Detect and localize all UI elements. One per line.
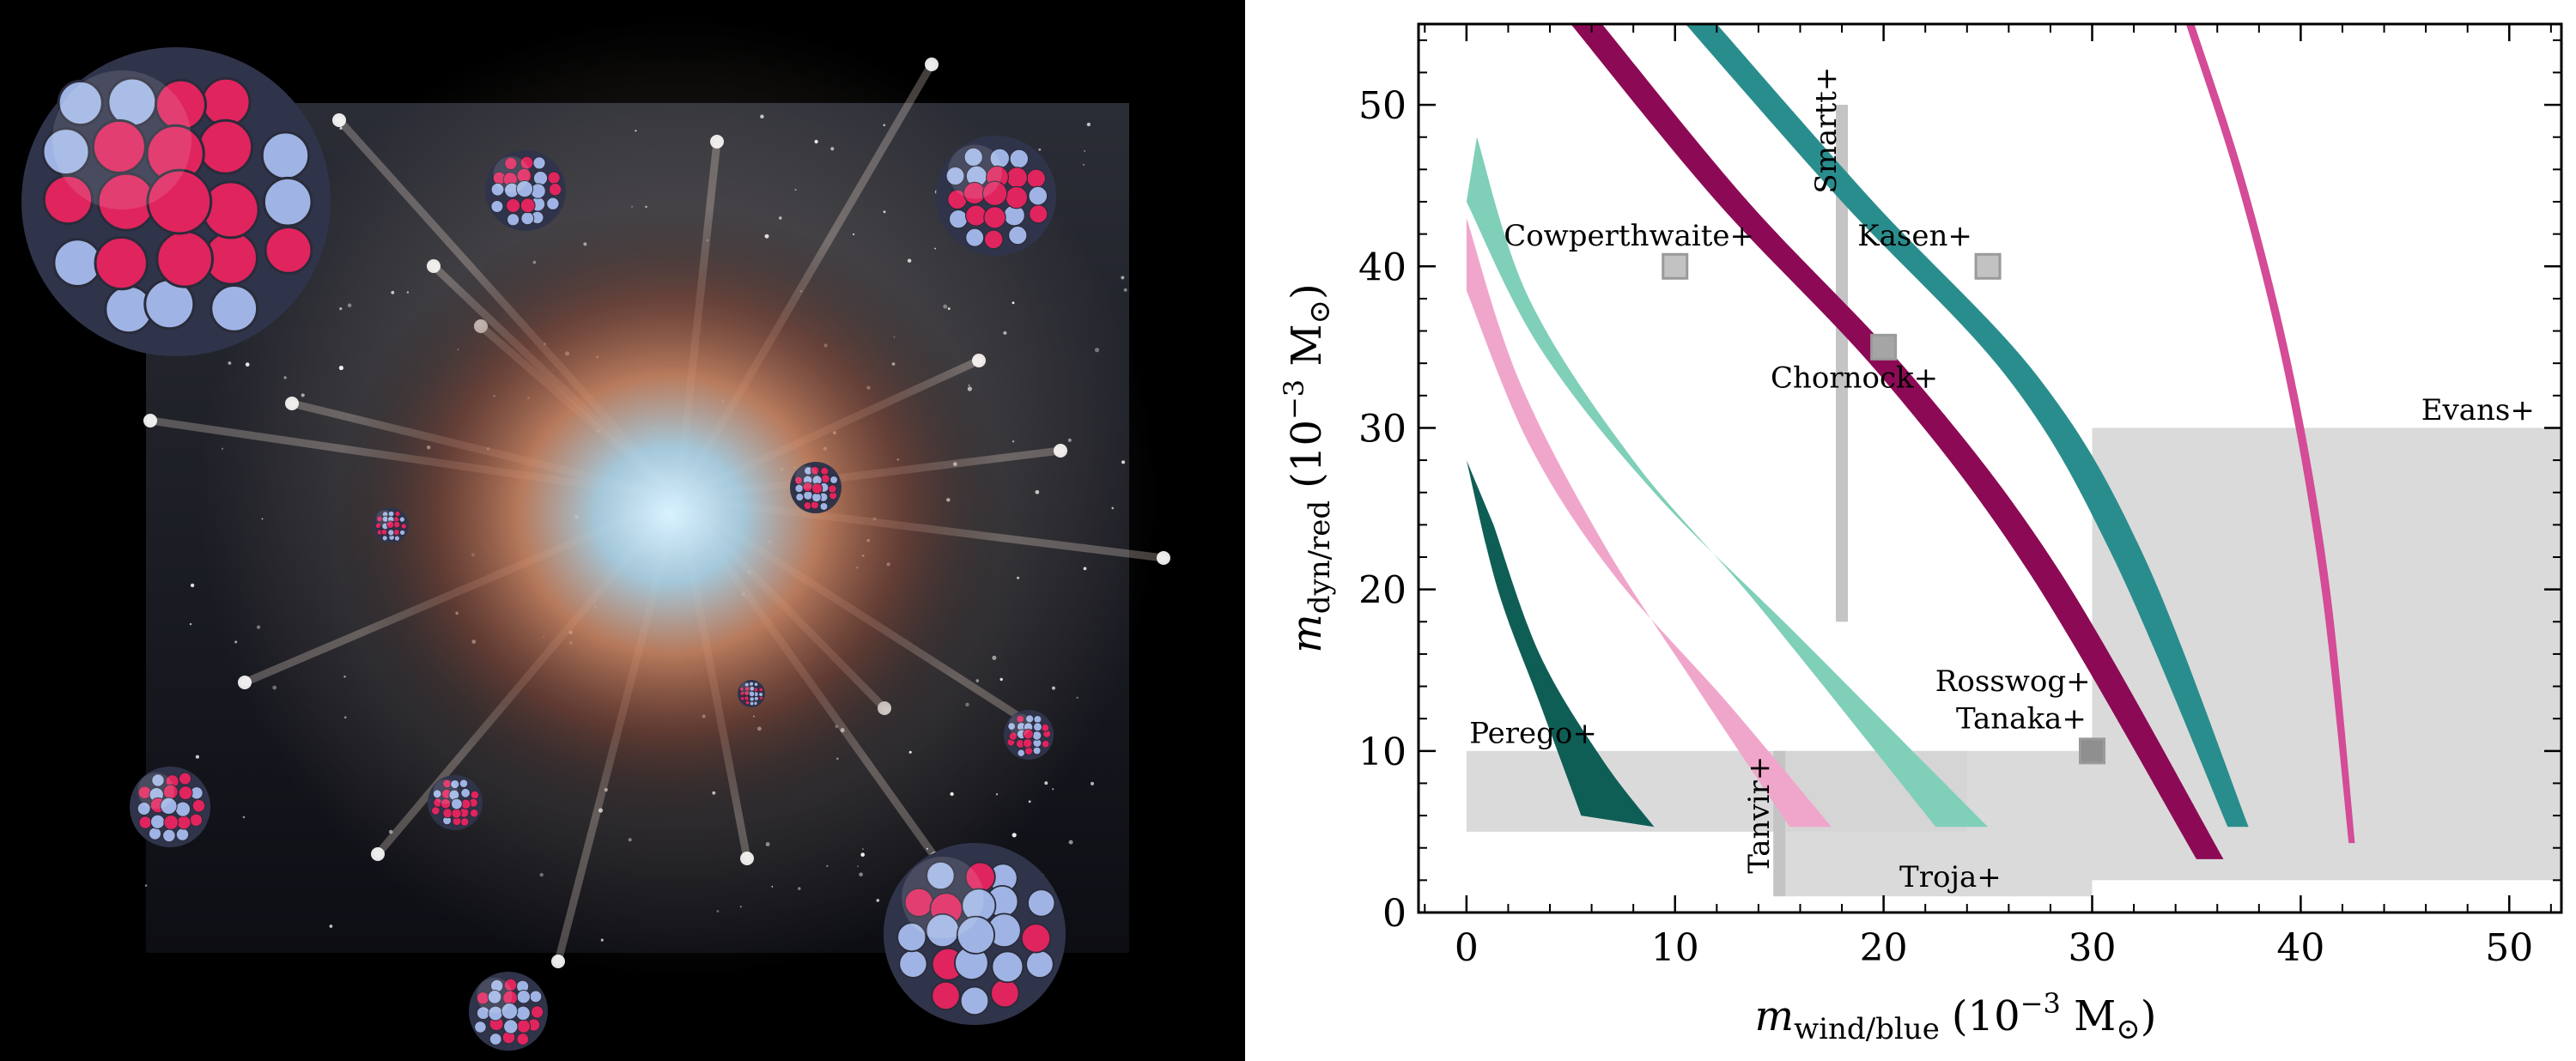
- constraint-markers: [1662, 252, 2106, 765]
- axis-ticks: [1419, 24, 2561, 914]
- nucleus: [373, 507, 409, 543]
- tick-labels: 0 10 20 30 40 50 0 10 20 30 40 50: [1358, 84, 2533, 970]
- y-axis-label: mdyn/red(10−3 M⊙): [1278, 283, 1337, 653]
- plot-frame: [1417, 22, 2563, 914]
- ejecta-particle: [143, 414, 157, 427]
- chart-canvas: Cowperthwaite+ Kasen+ Smartt+ Chornock+ Evan…: [1278, 22, 2563, 1046]
- annotation-label: Tanaka+: [1956, 702, 2087, 737]
- star: [242, 815, 246, 819]
- y-tick-label: 20: [1358, 569, 1406, 613]
- star: [1084, 149, 1086, 152]
- kilonova-illustration: [0, 0, 1245, 1061]
- annotations: Cowperthwaite+ Kasen+ Smartt+ Chornock+ Evan…: [1469, 67, 2535, 894]
- x-tick-label: 30: [2069, 926, 2117, 970]
- model-bands: [1466, 24, 2355, 859]
- star: [144, 884, 148, 887]
- atomic-nuclei: [21, 47, 1066, 1051]
- nucleus: [1004, 710, 1054, 760]
- star: [1091, 781, 1094, 785]
- annotation-label: Cowperthwaite+: [1504, 219, 1754, 253]
- nucleus: [21, 47, 331, 356]
- star: [329, 925, 333, 928]
- model-band: [1571, 24, 2224, 859]
- annotation-label: Troja+: [1899, 860, 2002, 894]
- constraint-marker: [2079, 737, 2106, 765]
- nucleus: [130, 767, 210, 847]
- y-tick-label: 50: [1358, 84, 1406, 128]
- nucleus: [936, 136, 1056, 256]
- nucleus: [790, 462, 841, 513]
- annotation-label: Smartt+: [1809, 67, 1844, 194]
- star: [195, 755, 199, 759]
- model-band: [1466, 460, 1655, 828]
- x-tick-label: 0: [1455, 926, 1479, 970]
- y-tick-label: 10: [1358, 731, 1406, 774]
- x-tick-label: 20: [1860, 926, 1908, 970]
- constraint-marker: [1974, 252, 2002, 280]
- ejecta-particle: [925, 58, 939, 71]
- mass-plane-chart: Cowperthwaite+ Kasen+ Smartt+ Chornock+ Evan…: [1245, 0, 2576, 1061]
- star: [1121, 276, 1125, 280]
- y-tick-label: 0: [1382, 892, 1406, 936]
- annotation-label: Tanvir+: [1742, 756, 1777, 874]
- ejecta-particle: [1157, 551, 1170, 565]
- constraint-marker: [1870, 333, 1898, 361]
- nucleus: [884, 843, 1066, 1025]
- annotation-label: Perego+: [1469, 716, 1597, 750]
- nucleus: [485, 150, 566, 231]
- explosion-glow: [335, 206, 1005, 824]
- constraint-bar: [1836, 427, 1849, 622]
- ejecta-particle: [332, 113, 346, 127]
- star: [1038, 148, 1042, 151]
- constraint-regions: [1466, 427, 2561, 897]
- star: [190, 583, 195, 588]
- nucleus: [469, 972, 548, 1051]
- annotation-label: Chornock+: [1771, 361, 1938, 395]
- annotation-label: Rosswog+: [1935, 664, 2091, 699]
- nucleus: [738, 680, 765, 707]
- star: [1082, 163, 1085, 167]
- star: [339, 126, 343, 130]
- y-tick-label: 30: [1358, 407, 1406, 451]
- star: [1068, 840, 1073, 845]
- x-tick-label: 40: [2276, 926, 2324, 970]
- constraint-marker: [1662, 252, 1689, 280]
- x-tick-label: 50: [2485, 926, 2533, 970]
- x-tick-label: 10: [1651, 926, 1699, 970]
- nucleus: [428, 775, 483, 830]
- annotation-label: Evans+: [2421, 393, 2535, 427]
- star: [1086, 122, 1091, 127]
- star: [1123, 288, 1127, 292]
- annotation-label: Kasen+: [1857, 219, 1972, 253]
- x-axis-label: mwind/blue (10−3 M⊙): [1755, 987, 2157, 1046]
- y-tick-label: 40: [1358, 246, 1406, 289]
- illustration-canvas: [21, 17, 1170, 1051]
- star: [189, 622, 192, 626]
